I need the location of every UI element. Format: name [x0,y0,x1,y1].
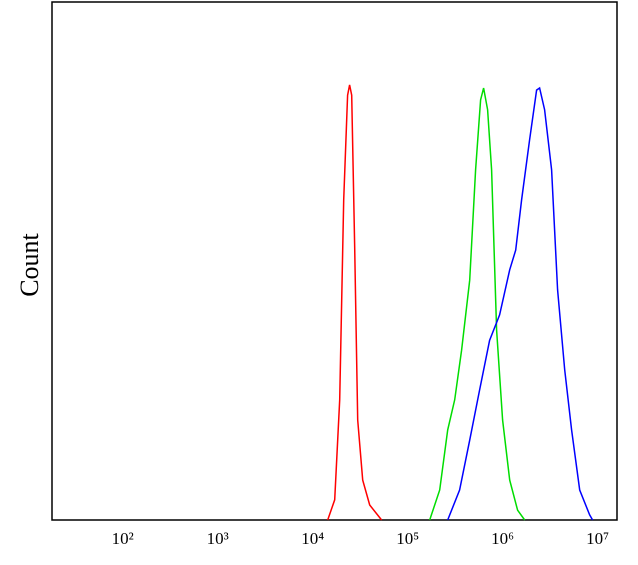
histogram-line [326,84,383,521]
plot-frame [51,1,618,521]
histogram-line [428,87,526,521]
y-axis-label: Count [15,232,44,296]
x-tick-label: 10⁵ [396,529,419,548]
x-tick-label: 10³ [207,529,229,548]
x-tick-label: 10⁶ [491,529,514,548]
x-tick-label: 10⁴ [301,529,324,548]
histogram-line [447,86,594,521]
x-tick-label: 10² [112,529,134,548]
x-tick-label: 10⁷ [586,529,609,548]
